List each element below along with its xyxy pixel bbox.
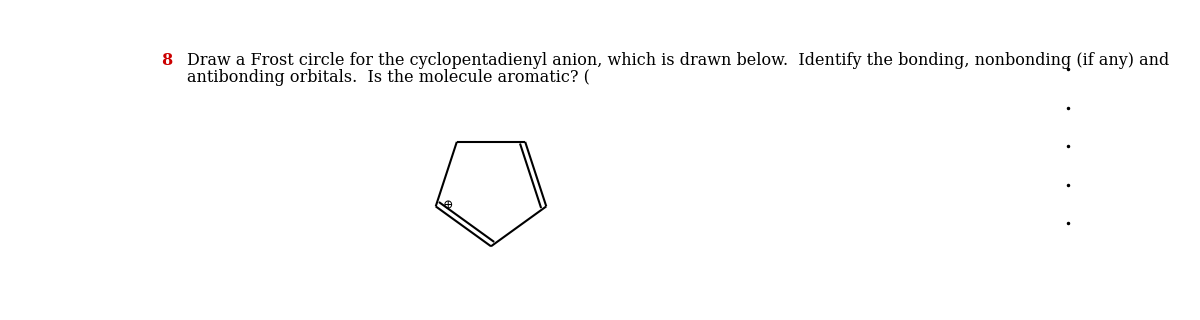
Text: Draw a Frost circle for the cyclopentadienyl anion, which is drawn below.  Ident: Draw a Frost circle for the cyclopentadi… <box>187 52 1170 69</box>
Text: ⊕: ⊕ <box>443 200 454 213</box>
Text: 8: 8 <box>162 52 173 69</box>
Text: antibonding orbitals.  Is the molecule aromatic? (: antibonding orbitals. Is the molecule ar… <box>187 69 590 86</box>
